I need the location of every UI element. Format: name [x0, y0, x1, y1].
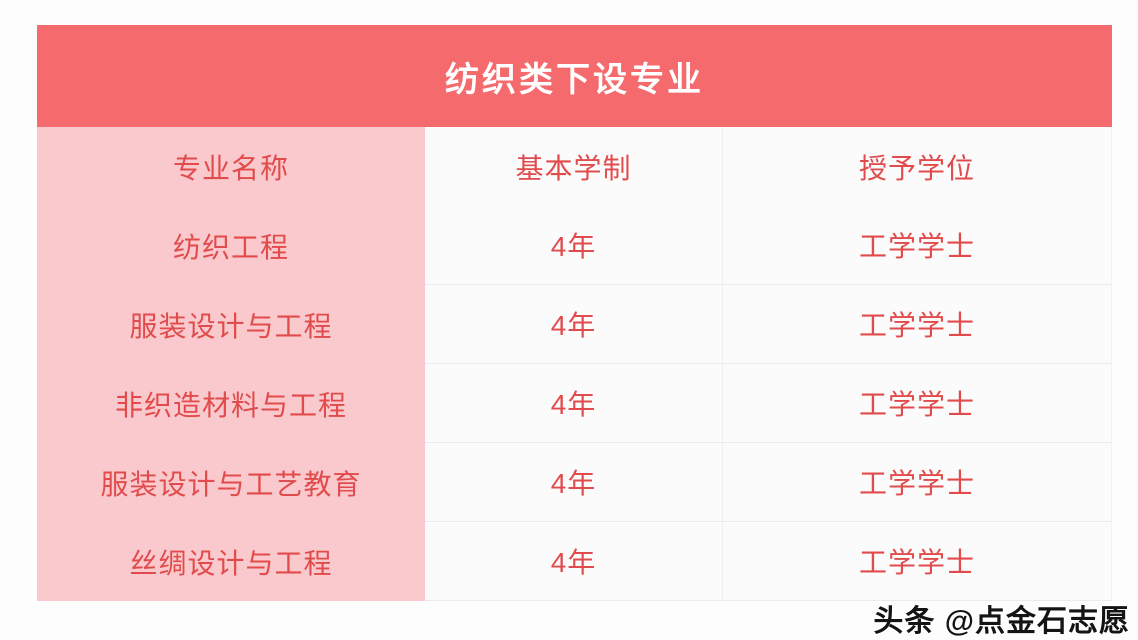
cell-degree: 工学学士: [723, 364, 1112, 443]
cell-degree: 工学学士: [723, 206, 1112, 285]
cell-degree: 工学学士: [723, 443, 1112, 522]
cell-degree: 工学学士: [723, 522, 1112, 601]
cell-duration: 4年: [425, 285, 723, 364]
majors-table: 纺织类下设专业 专业名称 基本学制 授予学位 纺织工程 4年 工学学士 服装设计…: [37, 25, 1112, 601]
column-header-degree: 授予学位: [723, 127, 1112, 207]
column-header-major-name: 专业名称: [37, 127, 425, 207]
cell-major-name: 服装设计与工艺教育: [37, 443, 425, 522]
cell-major-name: 服装设计与工程: [37, 285, 425, 364]
cell-major-name: 纺织工程: [37, 206, 425, 285]
table-grid: 专业名称 基本学制 授予学位 纺织工程 4年 工学学士 服装设计与工程 4年 工…: [37, 127, 1112, 601]
cell-duration: 4年: [425, 364, 723, 443]
watermark: 头条 @点金石志愿: [873, 605, 1130, 638]
cell-degree: 工学学士: [723, 285, 1112, 364]
table-title: 纺织类下设专业: [445, 60, 704, 99]
column-header-duration: 基本学制: [425, 127, 723, 207]
cell-duration: 4年: [425, 443, 723, 522]
cell-duration: 4年: [425, 522, 723, 601]
table-title-banner: 纺织类下设专业: [37, 25, 1112, 127]
cell-major-name: 丝绸设计与工程: [37, 522, 425, 601]
cell-major-name: 非织造材料与工程: [37, 364, 425, 443]
cell-duration: 4年: [425, 206, 723, 285]
